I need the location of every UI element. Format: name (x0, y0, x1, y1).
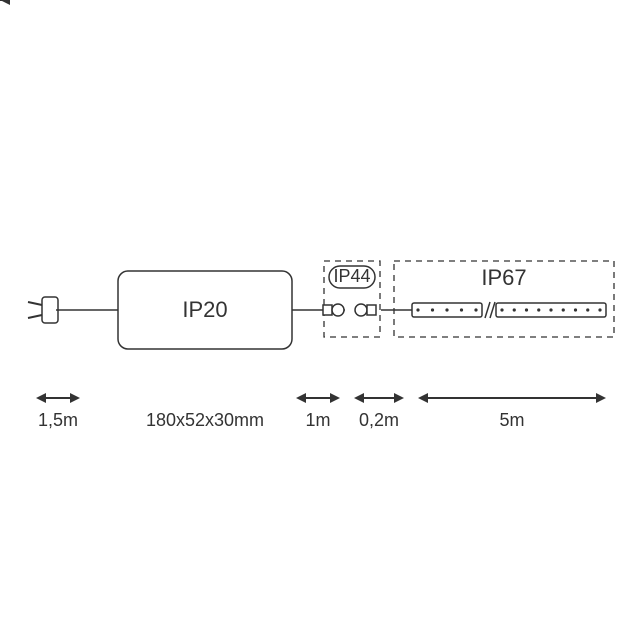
dim-arrow-connector (354, 393, 404, 403)
led-strip-seg-1 (412, 303, 482, 317)
undefined (0, 0, 10, 5)
dim-strip: 5m (499, 410, 524, 430)
psu-label: IP20 (182, 297, 227, 322)
dim-lead: 1m (305, 410, 330, 430)
ip67-label: IP67 (481, 265, 526, 290)
ip44-label: IP44 (333, 266, 370, 286)
dim-arrow-cord (36, 393, 80, 403)
dim-psu: 180x52x30mm (146, 410, 264, 430)
led-strip-seg-2 (496, 303, 606, 317)
plug-icon (28, 297, 58, 323)
dim-connector: 0,2m (359, 410, 399, 430)
dim-arrow-lead (296, 393, 340, 403)
dim-arrow-strip (418, 393, 606, 403)
dim-cord: 1,5m (38, 410, 78, 430)
